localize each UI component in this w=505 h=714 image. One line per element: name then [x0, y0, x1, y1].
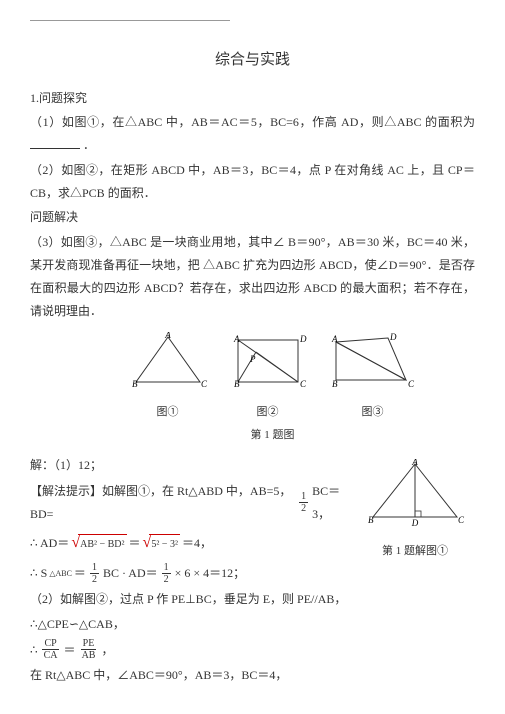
sol-hint: 【解法提示】如解图①，在 Rt△ABD 中，AB=5，BD= 1 2 BC＝3，	[30, 480, 355, 526]
svg-text:D: D	[411, 518, 419, 528]
svg-text:C: C	[408, 379, 415, 389]
ad-eq: ＝	[129, 532, 141, 555]
s-mid: BC · AD＝	[103, 562, 158, 585]
sol-2: （2）如解图②，过点 P 作 PE⊥BC，垂足为 E，则 PE//AB，	[30, 588, 475, 611]
fig2-label: 图②	[228, 402, 308, 423]
q1-1-suffix: ．	[83, 138, 95, 152]
ratio-line: ∴ CP CA ＝ PE AB ，	[30, 638, 475, 661]
svg-text:P: P	[249, 354, 256, 364]
figures-caption: 第 1 题图	[70, 425, 475, 446]
answer-blank	[30, 135, 80, 149]
svg-text:B: B	[132, 379, 138, 389]
svg-text:A: A	[164, 332, 171, 340]
figures-row: A B C 图① A D B C P 图② A D B C 图③	[70, 332, 475, 423]
hint-post: BC＝3，	[312, 480, 355, 526]
question-1-2: （2）如图②，在矩形 ABCD 中，AB＝3，BC＝4，点 P 在对角线 AC …	[30, 159, 475, 205]
svg-text:B: B	[234, 379, 240, 389]
figure-3: A D B C 图③	[328, 332, 418, 423]
s-pre: ∴ S	[30, 562, 47, 585]
svg-text:B: B	[332, 379, 338, 389]
s-line: ∴ S △ABC ＝ 1 2 BC · AD＝ 1 2 × 6 × 4＝12；	[30, 562, 355, 585]
frac-s1: 1 2	[90, 562, 99, 585]
svg-text:A: A	[331, 334, 338, 344]
frac-half: 1 2	[299, 491, 308, 514]
sol-fig-caption: 第 1 题解图①	[355, 541, 475, 562]
solve-head: 问题解决	[30, 206, 475, 229]
ad-pre: ∴ AD＝	[30, 532, 69, 555]
frac-cp-ca: CP CA	[42, 638, 60, 661]
header-rule	[30, 20, 230, 21]
fig1-label: 图①	[128, 402, 208, 423]
hint-pre: 【解法提示】如解图①，在 Rt△ABD 中，AB=5，BD=	[30, 480, 295, 526]
s-eq1: ＝	[74, 562, 86, 585]
rt-line: 在 Rt△ABC 中，∠ABC＝90°，AB＝3，BC＝4，	[30, 664, 475, 687]
ad-line: ∴ AD＝ √ AB² − BD² ＝ √ 5² − 3² ＝4，	[30, 528, 355, 558]
sqrt-2: √ 5² − 3²	[143, 528, 180, 558]
svg-text:C: C	[300, 379, 307, 389]
svg-text:D: D	[299, 334, 307, 344]
sol-1: 解：（1）12；	[30, 454, 355, 477]
page-title: 综合与实践	[30, 46, 475, 75]
svg-text:B: B	[368, 515, 374, 525]
similar: ∴△CPE∽△CAB，	[30, 613, 475, 636]
svg-text:C: C	[201, 379, 208, 389]
ratio-pre: ∴	[30, 639, 38, 662]
question-1-1: （1）如图①，在△ABC 中，AB＝AC＝5，BC=6，作高 AD，则△ABC …	[30, 111, 475, 157]
solution-figure: A B D C 第 1 题解图①	[355, 454, 475, 562]
ad-post: ＝4，	[182, 532, 212, 555]
s-post: × 6 × 4＝12；	[175, 562, 246, 585]
svg-text:C: C	[458, 515, 465, 525]
svg-text:A: A	[411, 459, 418, 467]
svg-text:D: D	[389, 332, 397, 342]
q1-1-text: （1）如图①，在△ABC 中，AB＝AC＝5，BC=6，作高 AD，则△ABC …	[30, 115, 475, 129]
s-sub: △ABC	[49, 566, 72, 581]
figure-2: A D B C P 图②	[228, 332, 308, 423]
ratio-eq: ＝	[64, 639, 76, 662]
question-head: 1.问题探究	[30, 87, 475, 110]
ratio-post: ，	[101, 639, 113, 662]
frac-pe-ab: PE AB	[80, 638, 98, 661]
sqrt-1: √ AB² − BD²	[71, 528, 126, 558]
frac-s2: 1 2	[162, 562, 171, 585]
figure-1: A B C 图①	[128, 332, 208, 423]
question-1-3: （3）如图③，△ABC 是一块商业用地，其中∠ B＝90°，AB＝30 米，BC…	[30, 231, 475, 322]
fig3-label: 图③	[328, 402, 418, 423]
svg-text:A: A	[233, 334, 240, 344]
solution-row: 解：（1）12； 【解法提示】如解图①，在 Rt△ABD 中，AB=5，BD= …	[30, 454, 475, 588]
solution-text: 解：（1）12； 【解法提示】如解图①，在 Rt△ABD 中，AB=5，BD= …	[30, 454, 355, 588]
